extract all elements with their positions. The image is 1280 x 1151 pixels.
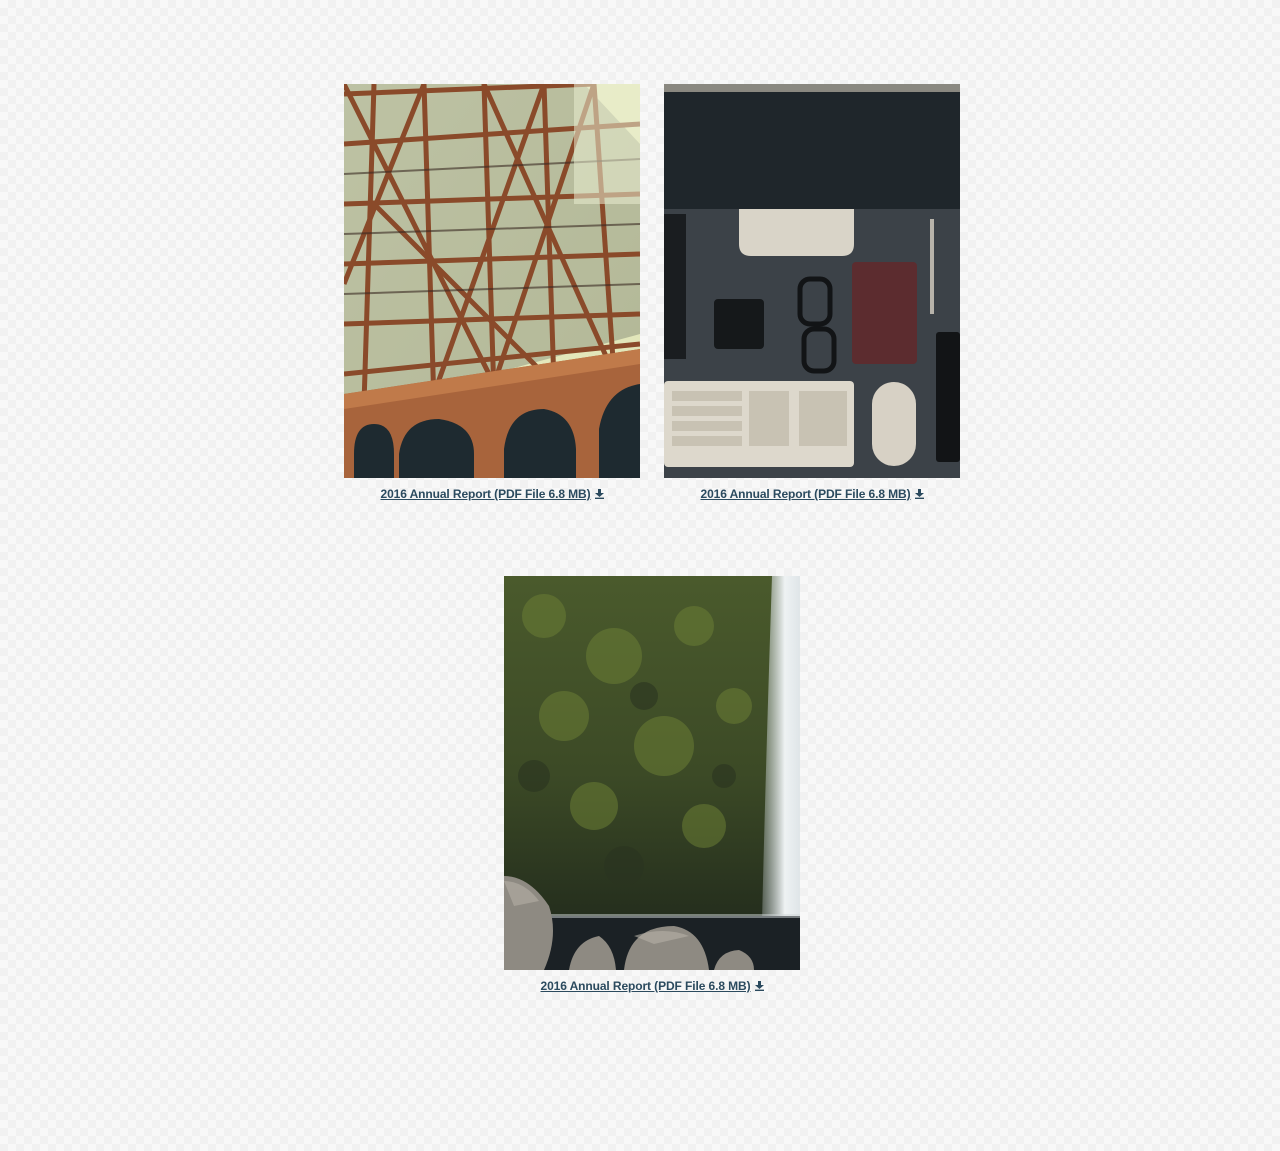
document-card: 2016 Annual Report (PDF File 6.8 MB) bbox=[504, 576, 800, 994]
document-card: 2016 Annual Report (PDF File 6.8 MB) bbox=[664, 84, 960, 502]
document-caption: 2016 Annual Report (PDF File 6.8 MB) bbox=[504, 978, 800, 994]
download-icon[interactable] bbox=[594, 489, 604, 499]
waterfall-illustration bbox=[504, 576, 800, 970]
document-caption: 2016 Annual Report (PDF File 6.8 MB) bbox=[664, 486, 960, 502]
bridge-illustration bbox=[344, 84, 640, 478]
desk-illustration bbox=[664, 84, 960, 478]
report-cover-image-bridge[interactable] bbox=[344, 84, 640, 478]
document-card: 2016 Annual Report (PDF File 6.8 MB) bbox=[344, 84, 640, 502]
download-icon[interactable] bbox=[754, 981, 764, 991]
download-icon[interactable] bbox=[914, 489, 924, 499]
report-cover-image-desk[interactable] bbox=[664, 84, 960, 478]
annual-report-download-link[interactable]: 2016 Annual Report (PDF File 6.8 MB) bbox=[540, 979, 751, 993]
document-caption: 2016 Annual Report (PDF File 6.8 MB) bbox=[344, 486, 640, 502]
report-cover-image-waterfall[interactable] bbox=[504, 576, 800, 970]
annual-report-download-link[interactable]: 2016 Annual Report (PDF File 6.8 MB) bbox=[700, 487, 911, 501]
annual-report-download-link[interactable]: 2016 Annual Report (PDF File 6.8 MB) bbox=[380, 487, 591, 501]
